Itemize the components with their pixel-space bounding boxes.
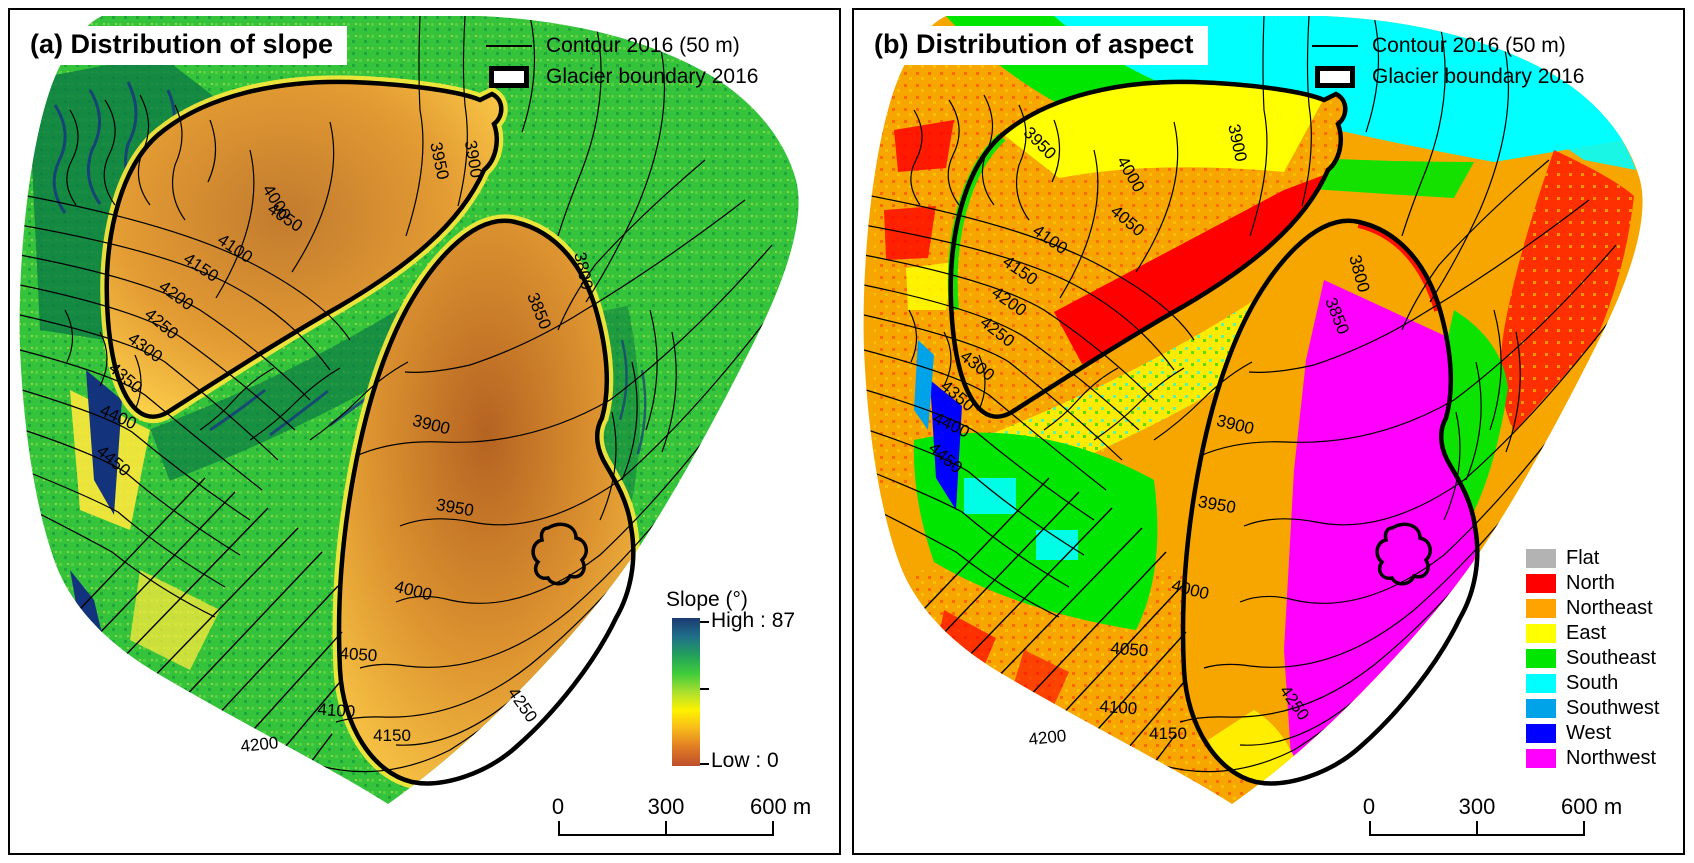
aspect-legend-item: Northeast [1526,596,1659,621]
scale-label-300: 300 [1458,794,1496,819]
aspect-legend-item: South [1526,671,1659,696]
aspect-label: Southwest [1566,697,1660,719]
aspect-label: West [1566,722,1612,744]
aspect-legend-item: Southwest [1526,696,1659,721]
slope-raster-zones [19,16,799,804]
contour-label: 4100 [317,700,356,722]
aspect-swatch-northeast [1526,599,1556,618]
legend-contour-row: Contour 2016 (50 m) [1306,30,1584,61]
slope-low-label: Low : 0 [711,749,779,772]
scale-label-600: 600 m [1561,794,1623,819]
aspect-label: Northeast [1566,597,1653,619]
aspect-legend-item: Flat [1526,546,1659,571]
legend-boundary-row: Glacier boundary 2016 [1306,61,1584,92]
aspect-swatch-flat [1526,549,1556,568]
aspect-swatch-south [1526,674,1556,693]
scale-label-0: 0 [551,794,565,819]
aspect-legend-item: North [1526,571,1659,596]
glacier-boundary-symbol [480,65,538,88]
aspect-swatch-southeast [1526,649,1556,668]
contour-label: 4200 [1028,726,1068,749]
slope-colorbar-title: Slope (°) [666,588,748,611]
aspect-label: Southeast [1566,647,1657,669]
aspect-legend-item: West [1526,721,1659,746]
contour-label: 4200 [240,733,280,756]
aspect-swatch-east [1526,624,1556,643]
aspect-label: South [1566,672,1619,694]
panel-aspect: 4000 3950 3900 4050 4100 4150 4200 4250 … [852,8,1685,855]
contour-label: 4150 [1149,724,1187,743]
panel-slope: 4000 3950 3900 4050 4100 4150 4200 4250 … [8,8,841,855]
colorbar-tick-high [700,621,709,623]
scale-bar-a: 0 300 600 m [552,794,811,842]
aspect-label: Northwest [1566,747,1657,769]
colorbar-tick-low [700,763,709,765]
legend-boundary-label: Glacier boundary 2016 [1372,64,1585,88]
aspect-swatch-northwest [1526,749,1556,768]
slope-colorbar-ramp [672,618,700,766]
contour-label: 4250 [504,684,541,726]
aspect-swatch-west [1526,724,1556,743]
legend-contour-row: Contour 2016 (50 m) [480,30,758,61]
scale-bar-line [558,821,774,836]
map-legend-b: Contour 2016 (50 m) Glacier boundary 201… [1306,30,1584,92]
aspect-legend-item: Southeast [1526,646,1659,671]
contour-label: 4050 [1110,639,1149,661]
legend-contour-label: Contour 2016 (50 m) [1372,33,1566,57]
aspect-swatch-southwest [1526,699,1556,718]
legend-boundary-label: Glacier boundary 2016 [546,64,759,88]
map-legend-a: Contour 2016 (50 m) Glacier boundary 201… [480,30,758,92]
slope-high-label: High : 87 [711,609,796,632]
glacier-boundary-symbol [1306,65,1364,88]
aspect-legend-item: East [1526,621,1659,646]
panel-b-title: (b) Distribution of aspect [864,26,1208,65]
aspect-legend: Flat North Northeast East Southeast Sout… [1526,546,1659,771]
aspect-label: Flat [1566,547,1600,569]
contour-line-symbol [1306,44,1364,47]
contour-label: 4100 [1099,697,1138,719]
scale-label-300: 300 [647,794,685,819]
aspect-label: North [1566,572,1615,594]
contour-line-symbol [480,44,538,47]
contour-label: 4050 [339,644,378,666]
scale-label-0: 0 [1362,794,1376,819]
scale-label-600: 600 m [750,794,812,819]
slope-colorbar: Slope (°) High : 87 Low : 0 [610,588,840,793]
slope-map: 4000 3950 3900 4050 4100 4150 4200 4250 … [19,16,799,804]
scale-bar-line [1369,821,1585,836]
legend-contour-label: Contour 2016 (50 m) [546,33,740,57]
aspect-legend-item: Northwest [1526,746,1659,771]
colorbar-tick-mid [700,688,709,690]
aspect-swatch-north [1526,574,1556,593]
legend-boundary-row: Glacier boundary 2016 [480,61,758,92]
aspect-label: East [1566,622,1607,644]
scale-bar-b: 0 300 600 m [1363,794,1622,842]
panel-a-title: (a) Distribution of slope [20,26,347,65]
contour-label: 4150 [373,726,411,745]
